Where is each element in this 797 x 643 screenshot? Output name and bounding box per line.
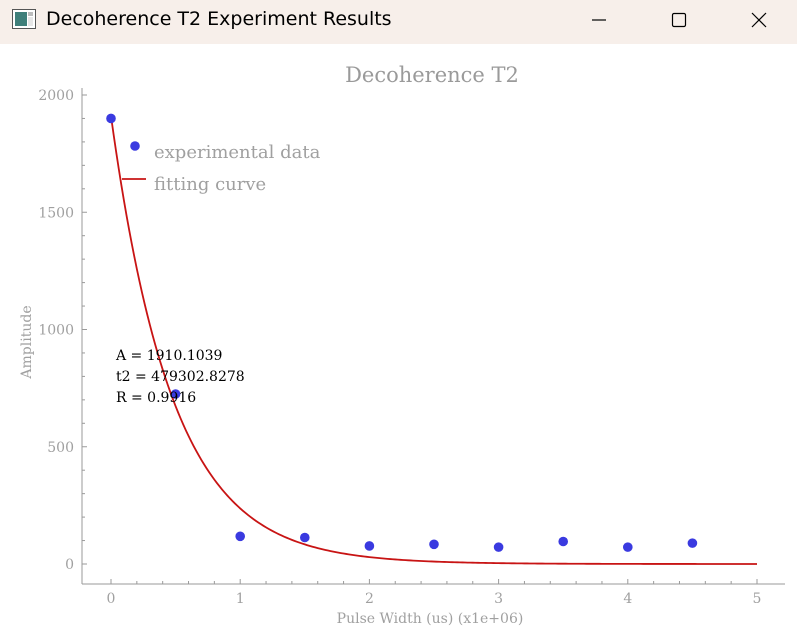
chart-title: Decoherence T2 [345,63,519,87]
data-point [558,536,568,547]
maximize-button[interactable] [639,0,719,40]
data-point [235,531,245,542]
x-tick-label: 1 [236,591,245,607]
y-tick-label: 1000 [38,323,74,339]
chart-area: 0 500 1000 1500 2000 0 1 2 3 4 5 Decoherence T2 Puls… [0,44,797,643]
t2-chart: 0 500 1000 1500 2000 0 1 2 3 4 5 Decoherence T2 Puls… [19,63,785,627]
y-tick-label: 1500 [38,205,74,221]
x-tick-label: 0 [107,591,116,607]
data-point [170,389,181,399]
legend-label-experimental: experimental data [154,142,321,163]
data-point [106,113,116,124]
data-point [687,538,698,548]
fit-annotation: t2 = 479302.8278 [116,369,245,385]
y-tick-label: 2000 [38,88,74,104]
fit-annotation: A = 1910.1039 [115,348,222,364]
x-axis-label: Pulse Width (us) (x1e+06) [337,611,524,627]
x-tick-label: 4 [623,591,632,607]
x-tick-label: 5 [753,591,762,607]
close-icon [751,12,767,28]
close-button[interactable] [719,0,797,40]
minimize-icon [592,19,606,21]
data-point [429,539,439,550]
window-title: Decoherence T2 Experiment Results [46,8,392,30]
data-point [364,541,375,551]
y-tick-label: 500 [47,440,74,456]
x-tick-label: 2 [365,591,374,607]
maximize-icon [671,12,687,28]
title-bar[interactable]: Decoherence T2 Experiment Results [0,0,797,44]
data-point [300,532,310,543]
fitting-curve-line [110,115,757,565]
minimize-button[interactable] [559,0,639,40]
data-point [623,542,633,552]
data-point [493,542,504,552]
legend-marker-experimental [130,141,140,151]
y-tick-label: 0 [65,557,74,573]
fit-annotation: R = 0.9916 [116,390,196,406]
x-tick-label: 3 [494,591,503,607]
legend-label-fitting: fitting curve [154,174,266,195]
y-axis-label: Amplitude [19,305,35,379]
chart-app-icon [12,9,36,29]
